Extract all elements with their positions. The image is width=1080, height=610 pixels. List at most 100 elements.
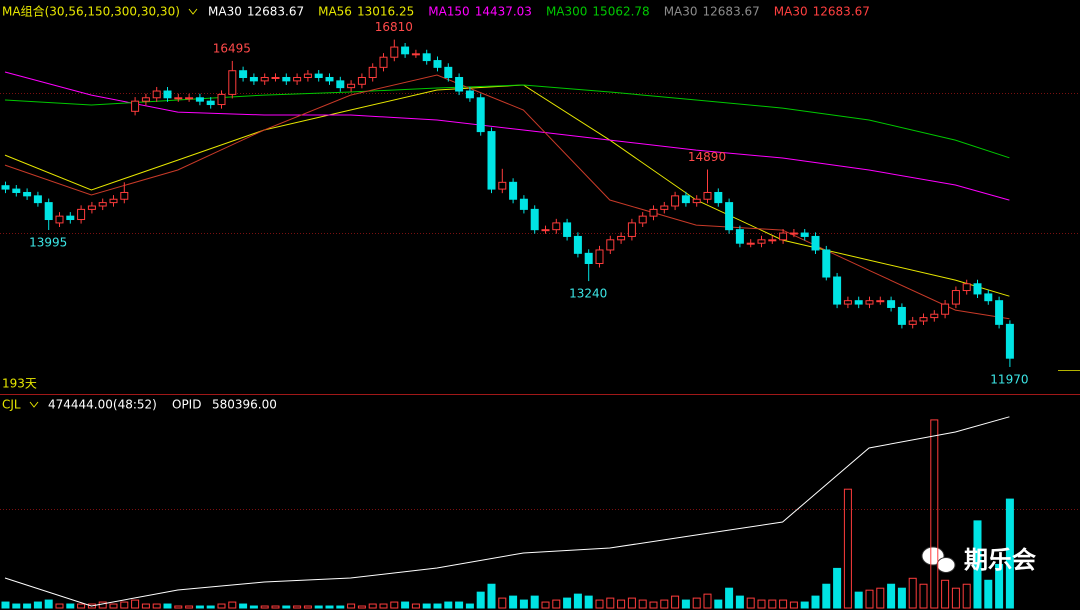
candle-body [141, 97, 150, 102]
candle-body [833, 276, 842, 305]
volume-bar [131, 599, 140, 609]
volume-bar [897, 587, 906, 609]
candle-body [260, 76, 269, 82]
candle-body [573, 235, 582, 254]
candle-body [87, 205, 96, 210]
candle-body [174, 97, 183, 100]
legend-value: 12683.67 [813, 5, 870, 19]
candle-body [541, 229, 550, 232]
candle-body [530, 208, 539, 231]
ma-title[interactable]: MA组合(30,56,150,300,30,30) [2, 4, 180, 19]
dropdown-icon[interactable] [29, 401, 39, 408]
candle-body [314, 73, 323, 78]
legend-value: 12683.67 [247, 5, 304, 19]
candle-body [984, 293, 993, 302]
candle-body [671, 195, 680, 207]
volume-bar [714, 599, 723, 609]
candle-body [390, 46, 399, 58]
volume-bar [671, 595, 680, 609]
volume-bar [768, 599, 777, 609]
candle-body [519, 198, 528, 210]
volume-bar [33, 601, 42, 609]
candle-body [627, 222, 636, 237]
candle-body [692, 198, 701, 204]
volume-bar [401, 601, 410, 609]
volume-bar [12, 603, 21, 609]
volume-bar [325, 605, 334, 609]
candle-body [887, 300, 896, 308]
volume-bar [23, 603, 32, 609]
volume-bar [930, 419, 939, 609]
volume-bar [455, 601, 464, 609]
days-label: 193天 [2, 377, 37, 391]
volume-bar [703, 593, 712, 609]
volume-title[interactable]: CJL [2, 398, 21, 412]
candle-body [476, 97, 485, 133]
volume-bar [584, 595, 593, 609]
candle-body [163, 90, 172, 99]
candle-body [1, 185, 10, 190]
volume-bar [465, 603, 474, 609]
volume-bar [919, 583, 928, 609]
candle-body [703, 191, 712, 200]
candle-body [746, 242, 755, 245]
candle-body [638, 215, 647, 224]
volume-bar [336, 605, 345, 609]
volume-bar [725, 587, 734, 609]
extreme-label: 11970 [990, 372, 1028, 386]
candle-body [584, 252, 593, 264]
candle-body [465, 90, 474, 99]
volume-bar [476, 591, 485, 609]
volume-bar [422, 603, 431, 609]
candle-body [239, 70, 248, 78]
candle-body [941, 303, 950, 315]
candle-body [12, 188, 21, 193]
volume-bar [822, 583, 831, 609]
volume-bar [595, 599, 604, 609]
candle-body [563, 222, 572, 237]
candle-body [498, 181, 507, 190]
candle-body [552, 222, 561, 231]
candle-body [303, 73, 312, 78]
ma-line [4, 74, 1010, 320]
candle-body [962, 283, 971, 292]
volume-bar [77, 603, 86, 609]
volume-bar [444, 601, 453, 609]
volume-bar [357, 605, 366, 609]
candle-body [854, 300, 863, 305]
candle-body [422, 53, 431, 62]
candle-body [368, 66, 377, 78]
volume-bar [681, 599, 690, 609]
candle-body [865, 300, 874, 305]
candle-body [843, 300, 852, 305]
volume-bar [228, 601, 237, 609]
candle-body [379, 56, 388, 68]
extreme-label: 13995 [29, 236, 67, 250]
volume-bar [573, 593, 582, 609]
volume-bar [800, 601, 809, 609]
candle-body [919, 317, 928, 322]
volume-bar [843, 488, 852, 609]
volume-bar [109, 603, 118, 609]
candle-body [23, 191, 32, 197]
volume-info: 474444.00(48:52) [48, 398, 157, 412]
volume-bar [282, 605, 291, 609]
volume-bar [552, 599, 561, 609]
volume-bar [87, 603, 96, 609]
volume-bar [757, 599, 766, 609]
ma-line [4, 71, 1010, 201]
dropdown-icon[interactable] [188, 8, 198, 15]
volume-bar [563, 597, 572, 609]
volume-bar [1005, 498, 1014, 609]
candle-body [185, 97, 194, 100]
volume-bar [379, 603, 388, 609]
volume-bar [606, 597, 615, 609]
candle-body [55, 215, 64, 224]
candle-body [433, 60, 442, 68]
watermark: 期乐会 [964, 546, 1036, 574]
candle-body [131, 100, 140, 112]
volume-bar [984, 579, 993, 609]
candle-body [617, 235, 626, 241]
